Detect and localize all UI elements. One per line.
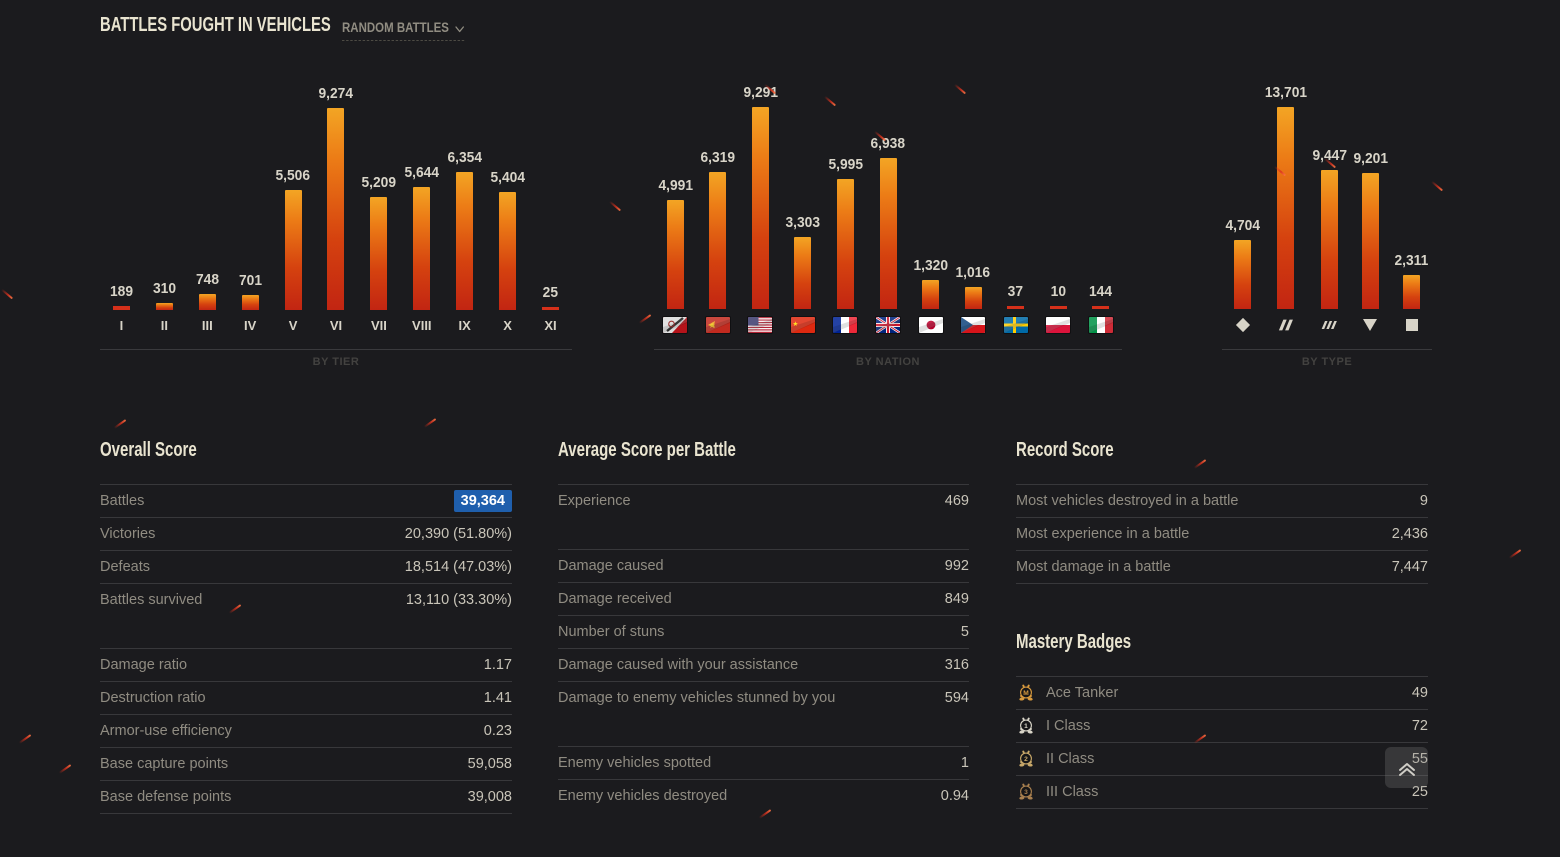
svg-text:3: 3: [1024, 789, 1028, 796]
svg-text:1: 1: [1024, 723, 1028, 730]
svg-text:2: 2: [1024, 756, 1028, 763]
svg-text:M: M: [1023, 690, 1029, 697]
